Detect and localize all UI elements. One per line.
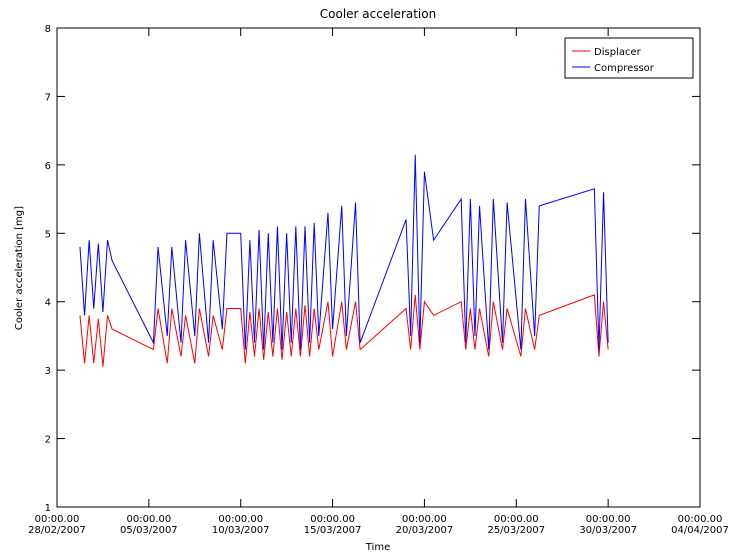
y-tick-label: 5 <box>45 229 51 240</box>
x-tick-label: 00:00.00 20/03/2007 <box>396 514 454 536</box>
x-axis-label: Time <box>365 542 390 553</box>
x-tick-label: 00:00.00 15/03/2007 <box>304 514 362 536</box>
y-tick-label: 3 <box>45 366 51 377</box>
legend-label: Displacer <box>594 47 642 58</box>
legend-box <box>564 37 694 79</box>
legend: Displacer Compressor <box>564 37 694 79</box>
x-tick-label: 00:00.00 05/03/2007 <box>120 514 178 536</box>
series-line <box>79 294 609 367</box>
y-axis-label: Cooler acceleration [mg] <box>14 206 25 330</box>
x-tick-label: 00:00.00 04/04/2007 <box>671 514 729 536</box>
y-tick-label: 7 <box>45 92 51 103</box>
plot-frame <box>56 27 701 508</box>
y-tick-label: 2 <box>45 435 51 446</box>
x-tick-label: 00:00.00 28/02/2007 <box>28 514 86 536</box>
series-line <box>79 154 609 350</box>
chart-title: Cooler acceleration <box>320 7 436 21</box>
y-tick-label: 8 <box>45 24 51 35</box>
legend-label: Compressor <box>594 63 655 74</box>
y-tick-label: 6 <box>45 161 51 172</box>
x-tick-label: 00:00.00 10/03/2007 <box>212 514 270 536</box>
y-tick-label: 4 <box>45 298 51 309</box>
x-tick-label: 00:00.00 25/03/2007 <box>487 514 545 536</box>
x-tick-label: 00:00.00 30/03/2007 <box>579 514 637 536</box>
y-tick-label: 1 <box>45 503 51 514</box>
